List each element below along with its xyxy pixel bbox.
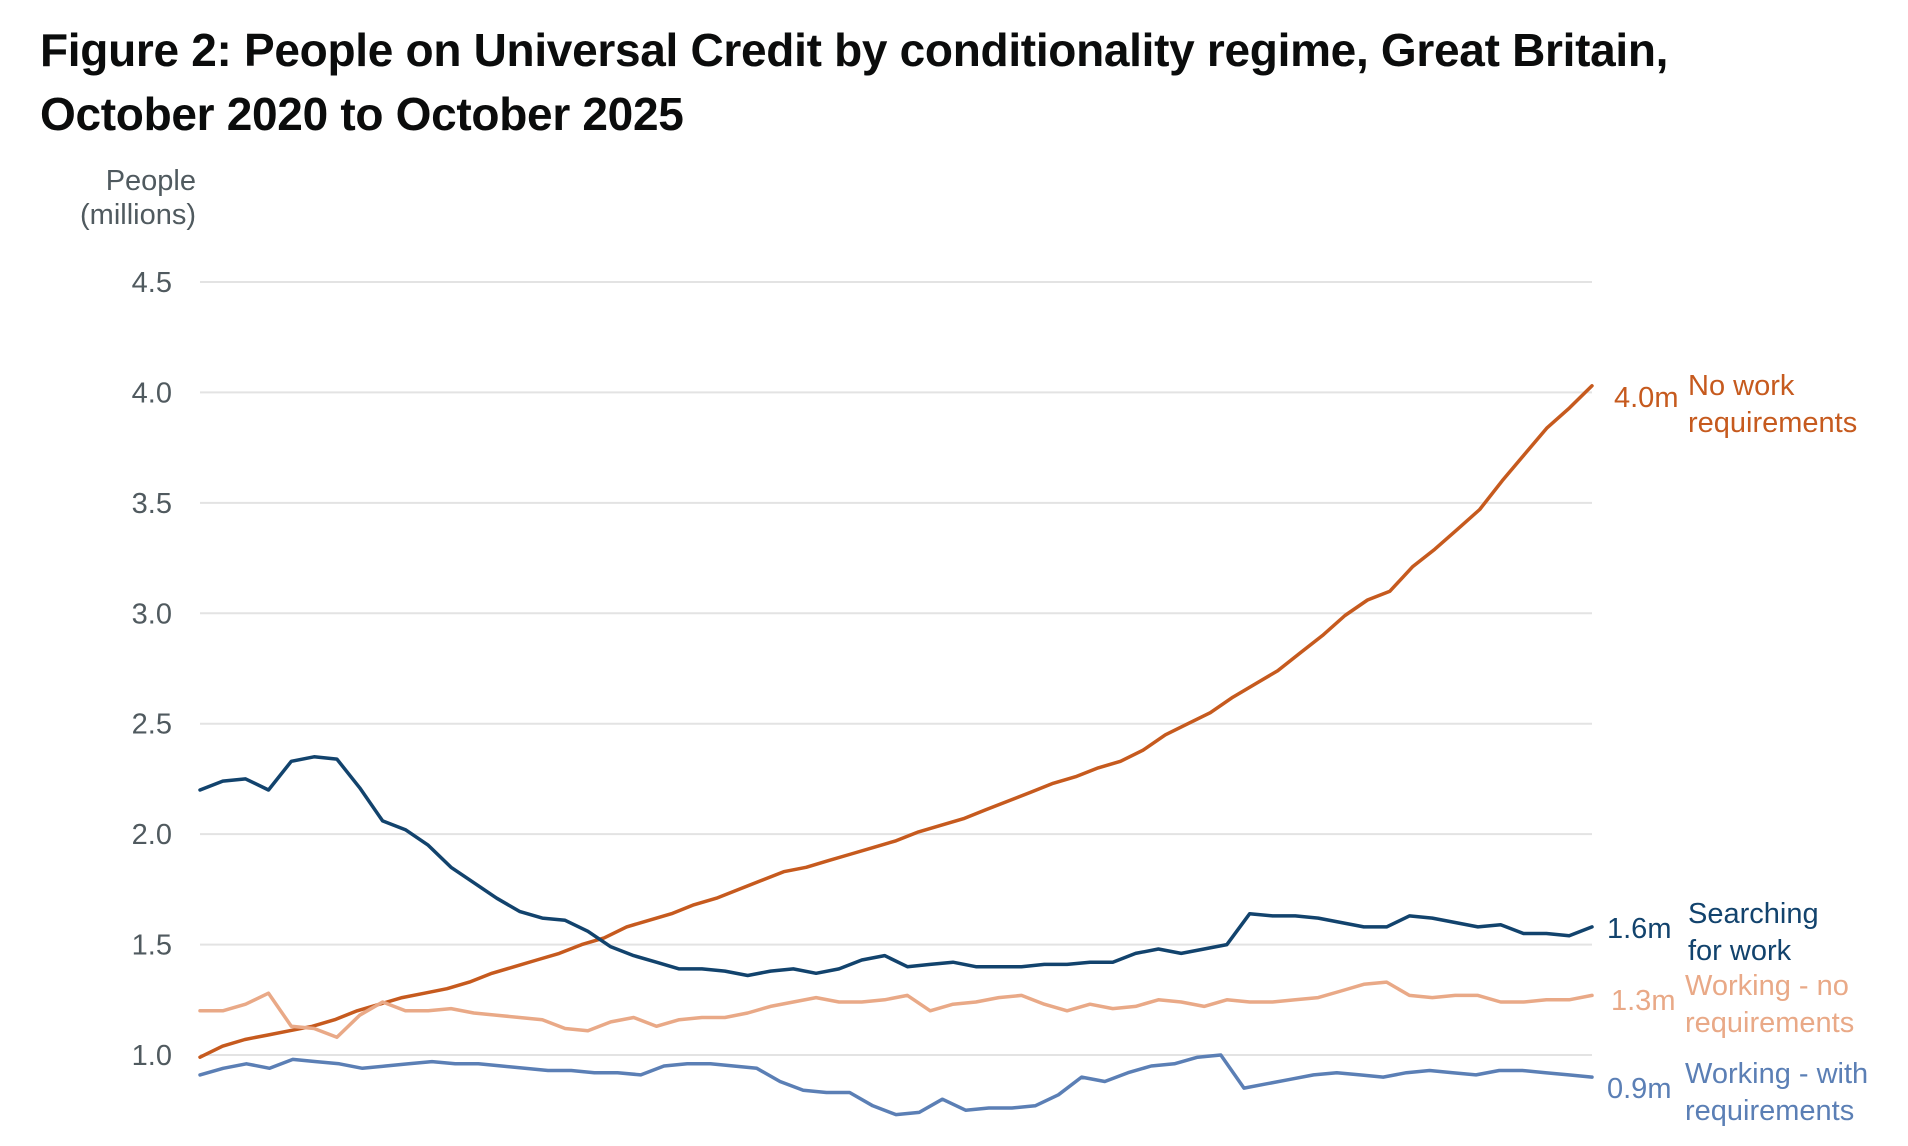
y-axis-label-line-1: People	[105, 165, 196, 197]
series-lines	[198, 384, 1594, 1117]
series-name-label-0: No work requirements	[1688, 370, 1857, 439]
series-name-line-2-1: requirements	[1685, 1007, 1854, 1039]
series-end-value-1: 1.6m	[1607, 913, 1671, 945]
y-tick-label-3: 2.5	[132, 709, 172, 741]
y-axis-label-line-2: (millions)	[80, 199, 196, 231]
series-name-line-3-1: requirements	[1685, 1095, 1854, 1127]
chart-title-line-2: October 2020 to October 2025	[40, 88, 684, 140]
series-line-2	[198, 980, 1594, 1040]
chart-title-line-1: Figure 2: People on Universal Credit by …	[40, 24, 1669, 76]
series-line-3	[198, 1053, 1594, 1117]
y-tick-label-4: 3.0	[132, 598, 172, 630]
series-name-line-1-0: Searching	[1688, 898, 1819, 930]
y-tick-label-5: 3.5	[132, 488, 172, 520]
series-line-0	[198, 384, 1594, 1059]
series-line-1	[198, 755, 1594, 978]
y-tick-label-7: 4.5	[132, 267, 172, 299]
chart-title: Figure 2: People on Universal Credit by …	[40, 18, 1880, 146]
y-tick-label-1: 1.5	[132, 930, 172, 962]
series-name-line-0-0: No work	[1688, 370, 1795, 402]
series-name-label-2: Working - no requirements	[1685, 970, 1854, 1039]
series-end-labels: 4.0m No work requirements 1.6m Searching for …	[1607, 370, 1868, 1127]
y-tick-label-0: 1.0	[132, 1040, 172, 1072]
series-end-value-2: 1.3m	[1611, 985, 1675, 1017]
y-tick-label-2: 2.0	[132, 819, 172, 851]
gridlines	[200, 281, 1592, 1056]
y-axis-label: People (millions)	[40, 164, 196, 232]
series-name-label-3: Working - with requirements	[1685, 1058, 1868, 1127]
series-end-value-3: 0.9m	[1607, 1073, 1671, 1105]
series-name-line-2-0: Working - no	[1685, 970, 1849, 1002]
series-name-line-3-0: Working - with	[1685, 1058, 1868, 1090]
series-end-value-0: 4.0m	[1614, 382, 1678, 414]
series-name-line-1-1: for work	[1688, 935, 1792, 967]
y-tick-label-6: 4.0	[132, 377, 172, 409]
series-name-line-0-1: requirements	[1688, 407, 1857, 439]
y-tick-labels: 1.0 1.5 2.0 2.5 3.0 3.5 4.0 4.5	[132, 267, 172, 1072]
series-name-label-1: Searching for work	[1688, 898, 1819, 967]
